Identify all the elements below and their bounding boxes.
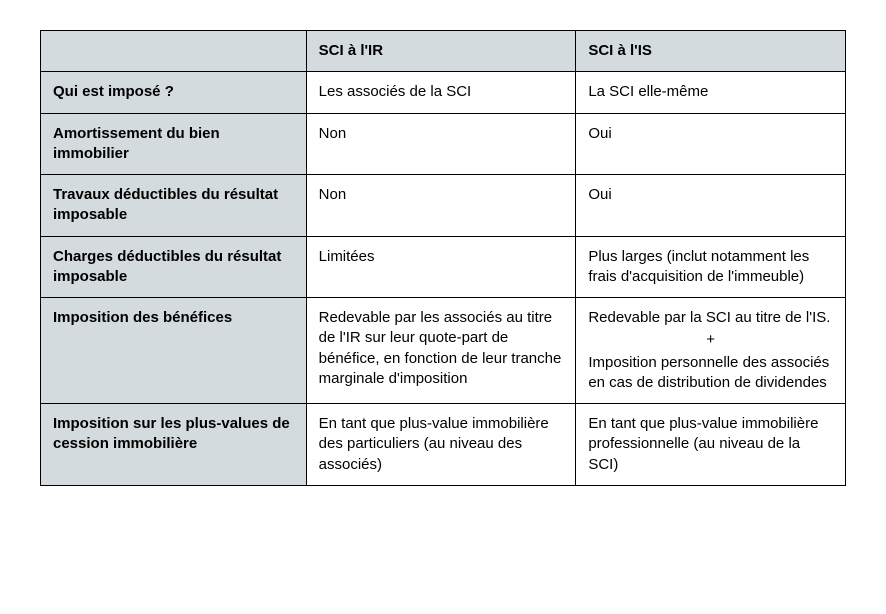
cell-ir: Non xyxy=(306,175,576,237)
comparison-table: SCI à l'IR SCI à l'IS Qui est imposé ? L… xyxy=(40,30,846,486)
header-empty xyxy=(41,31,307,72)
comparison-table-container: SCI à l'IR SCI à l'IS Qui est imposé ? L… xyxy=(40,30,846,486)
row-label: Charges déductibles du résultat imposabl… xyxy=(41,236,307,298)
table-row: Amortissement du bien immobilier Non Oui xyxy=(41,113,846,175)
header-ir: SCI à l'IR xyxy=(306,31,576,72)
header-row: SCI à l'IR SCI à l'IS xyxy=(41,31,846,72)
row-label: Amortissement du bien immobilier xyxy=(41,113,307,175)
cell-is-line2: Imposition personnelle des associés en c… xyxy=(588,353,833,394)
cell-is-plus: + xyxy=(588,328,833,352)
row-label: Imposition sur les plus-values de cessio… xyxy=(41,404,307,486)
cell-ir: En tant que plus-value immobilière des p… xyxy=(306,404,576,486)
cell-ir: Redevable par les associés au titre de l… xyxy=(306,298,576,404)
row-label: Imposition des bénéfices xyxy=(41,298,307,404)
cell-ir: Limitées xyxy=(306,236,576,298)
cell-is-line1: Redevable par la SCI au titre de l'IS. xyxy=(588,308,833,328)
cell-ir: Non xyxy=(306,113,576,175)
cell-is: Oui xyxy=(576,175,846,237)
cell-is: La SCI elle-même xyxy=(576,72,846,113)
table-row: Travaux déductibles du résultat imposabl… xyxy=(41,175,846,237)
cell-is: Oui xyxy=(576,113,846,175)
table-row: Imposition des bénéfices Redevable par l… xyxy=(41,298,846,404)
cell-ir: Les associés de la SCI xyxy=(306,72,576,113)
header-is: SCI à l'IS xyxy=(576,31,846,72)
cell-is: Redevable par la SCI au titre de l'IS. +… xyxy=(576,298,846,404)
table-row: Charges déductibles du résultat imposabl… xyxy=(41,236,846,298)
row-label: Travaux déductibles du résultat imposabl… xyxy=(41,175,307,237)
row-label: Qui est imposé ? xyxy=(41,72,307,113)
cell-is: En tant que plus-value immobilière profe… xyxy=(576,404,846,486)
table-row: Imposition sur les plus-values de cessio… xyxy=(41,404,846,486)
cell-is: Plus larges (inclut notamment les frais … xyxy=(576,236,846,298)
table-row: Qui est imposé ? Les associés de la SCI … xyxy=(41,72,846,113)
